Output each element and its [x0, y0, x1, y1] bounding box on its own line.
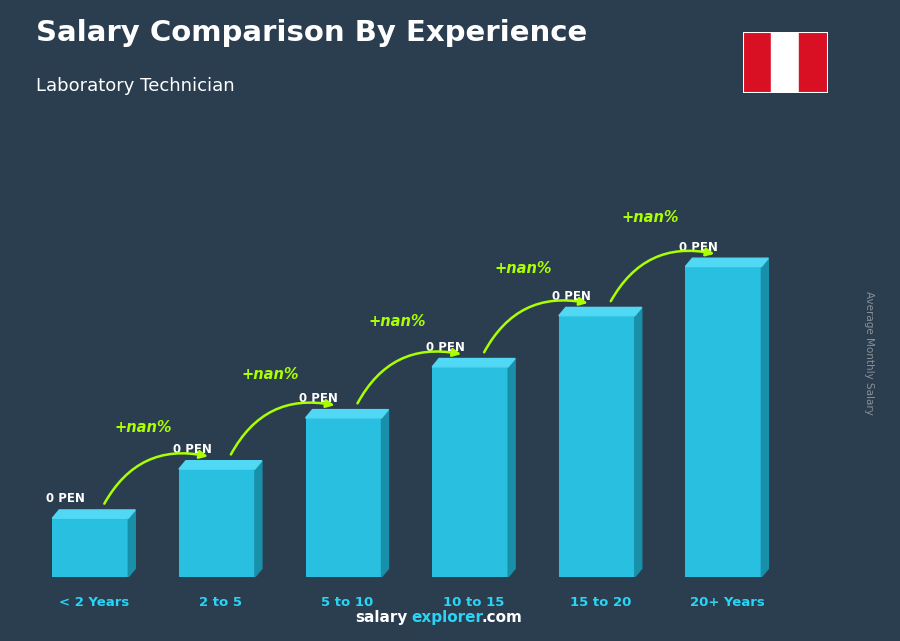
Polygon shape	[559, 308, 642, 316]
Text: Average Monthly Salary: Average Monthly Salary	[863, 290, 874, 415]
Text: 10 to 15: 10 to 15	[443, 596, 504, 609]
Polygon shape	[508, 358, 515, 577]
Text: 0 PEN: 0 PEN	[173, 443, 212, 456]
Text: explorer: explorer	[411, 610, 483, 625]
Bar	[742, 32, 771, 93]
Text: .com: .com	[482, 610, 522, 625]
Text: +nan%: +nan%	[495, 261, 552, 276]
Polygon shape	[179, 461, 262, 469]
Polygon shape	[634, 308, 642, 577]
Text: Laboratory Technician: Laboratory Technician	[36, 77, 235, 95]
Text: Salary Comparison By Experience: Salary Comparison By Experience	[36, 19, 587, 47]
Polygon shape	[432, 358, 515, 367]
Text: salary: salary	[356, 610, 408, 625]
Text: 2 to 5: 2 to 5	[199, 596, 242, 609]
Bar	[559, 316, 634, 577]
Text: 0 PEN: 0 PEN	[553, 290, 591, 303]
Polygon shape	[686, 258, 769, 267]
Bar	[799, 32, 828, 93]
Bar	[306, 418, 382, 577]
Bar	[179, 469, 255, 577]
Bar	[432, 367, 508, 577]
Text: 20+ Years: 20+ Years	[689, 596, 764, 609]
Text: +nan%: +nan%	[621, 210, 679, 225]
Polygon shape	[761, 258, 769, 577]
Text: 0 PEN: 0 PEN	[46, 492, 85, 505]
Bar	[686, 267, 761, 577]
Polygon shape	[129, 510, 135, 577]
Text: 15 to 20: 15 to 20	[570, 596, 631, 609]
Text: +nan%: +nan%	[114, 420, 172, 435]
Text: +nan%: +nan%	[241, 367, 299, 382]
Text: < 2 Years: < 2 Years	[58, 596, 129, 609]
Text: 0 PEN: 0 PEN	[299, 392, 338, 405]
Text: +nan%: +nan%	[368, 314, 426, 329]
Polygon shape	[382, 410, 389, 577]
Bar	[52, 518, 129, 577]
Polygon shape	[52, 510, 135, 518]
Bar	[771, 32, 799, 93]
Text: 0 PEN: 0 PEN	[680, 240, 718, 254]
Polygon shape	[306, 410, 389, 418]
Polygon shape	[255, 461, 262, 577]
Text: 5 to 10: 5 to 10	[321, 596, 374, 609]
Text: 0 PEN: 0 PEN	[426, 341, 464, 354]
